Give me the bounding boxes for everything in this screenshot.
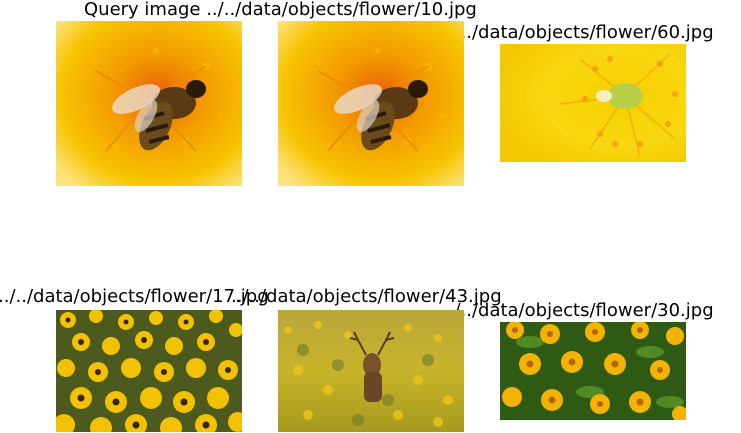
result-image-bee-flower — [278, 21, 464, 186]
result-image-orange-daisies — [500, 322, 686, 420]
result-image-deer-field — [278, 310, 464, 432]
query-image-bee-flower — [56, 21, 242, 186]
panel-title-result-60: ../../data/objects/flower/60.jpg — [443, 22, 714, 43]
result-image-daisy-field — [56, 310, 242, 432]
panel-title-query: Query image ../../data/objects/flower/10… — [84, 0, 477, 20]
result-image-stamens — [500, 44, 686, 162]
panel-title-result-17: ../../data/objects/flower/17.jpg — [0, 286, 269, 307]
panel-title-result-30: ../../data/objects/flower/30.jpg — [443, 300, 714, 321]
panel-title-result-43: ../../data/objects/flower/43.jpg — [231, 286, 502, 307]
